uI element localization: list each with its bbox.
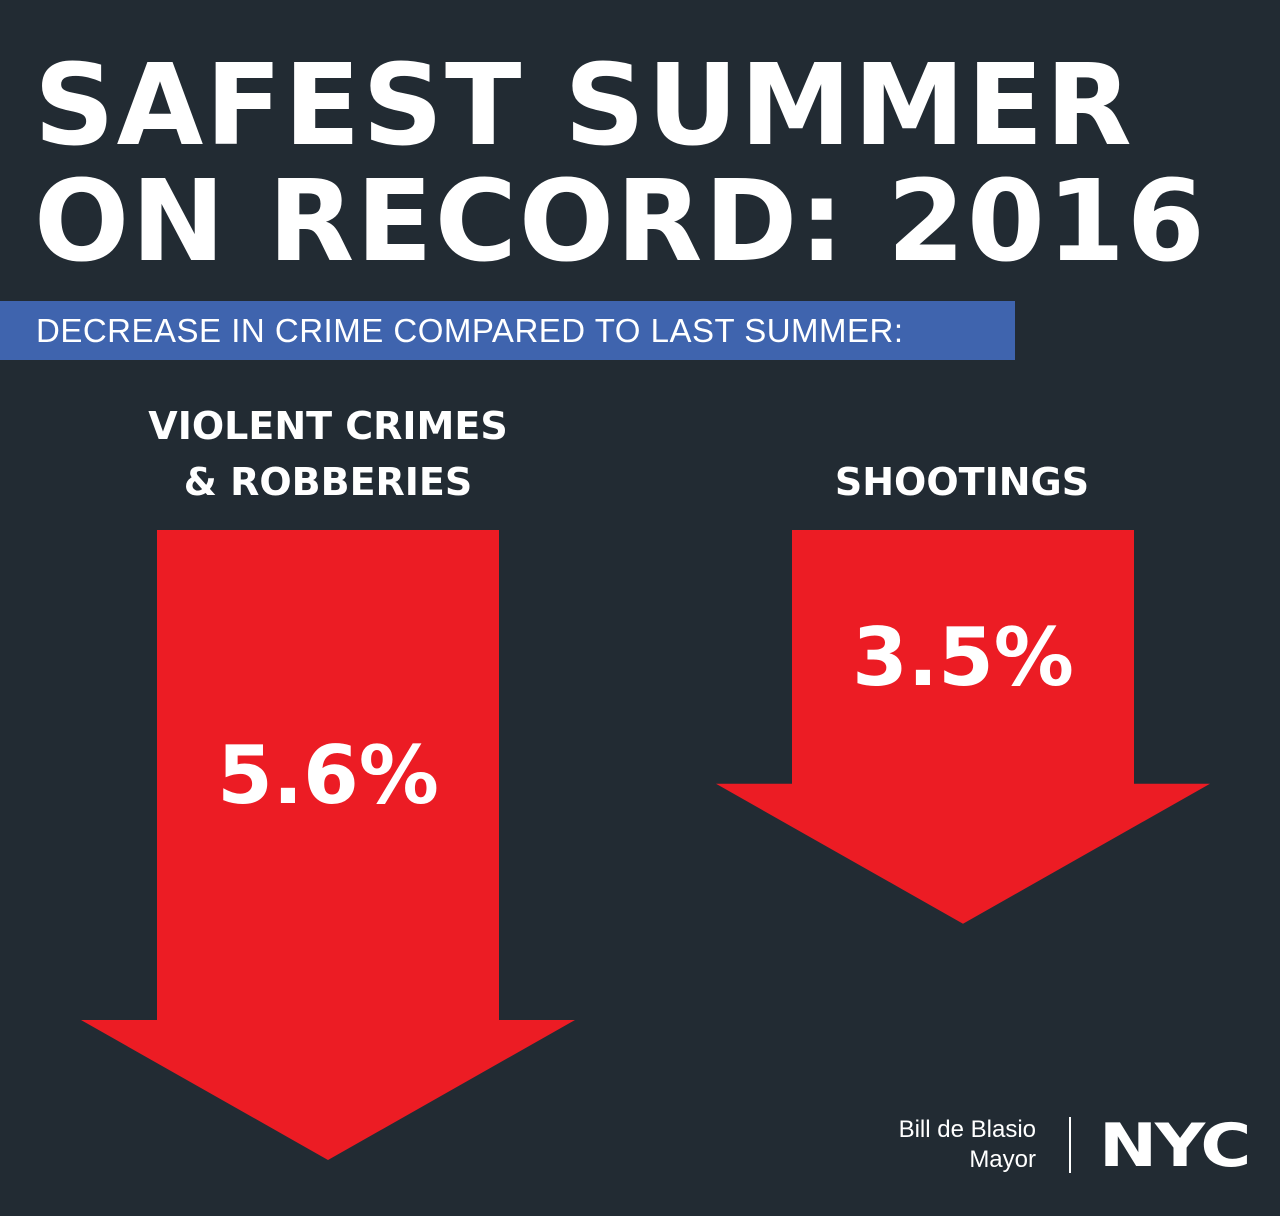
nyc-logo: NYC <box>1098 1111 1251 1181</box>
page-title-line-1: SAFEST SUMMER <box>34 41 1134 171</box>
category-label-shootings: SHOOTINGS <box>722 454 1202 510</box>
arrow-bar-shootings <box>716 530 1210 924</box>
subtitle-bar: DECREASE IN CRIME COMPARED TO LAST SUMME… <box>0 301 1015 360</box>
category-label-violent-crimes: VIOLENT CRIMES & ROBBERIES <box>88 398 568 510</box>
value-label-shootings: 3.5% <box>852 611 1074 704</box>
footer-divider <box>1069 1117 1071 1173</box>
category-label-violent-line-2: & ROBBERIES <box>183 460 473 504</box>
mayor-signature: Bill de Blasio Mayor <box>899 1115 1036 1175</box>
page-title-line-2: ON RECORD: 2016 <box>34 157 1207 287</box>
mayor-name: Bill de Blasio <box>898 1116 1036 1143</box>
category-label-shootings-line-1: SHOOTINGS <box>834 460 1090 504</box>
category-label-violent-line-1: VIOLENT CRIMES <box>148 404 508 448</box>
arrow-bar-violent-crimes-robberies <box>81 530 575 1160</box>
nyc-logo-text: NYC <box>1099 1116 1249 1172</box>
subtitle-text: DECREASE IN CRIME COMPARED TO LAST SUMME… <box>36 312 904 349</box>
mayor-role: Mayor <box>969 1146 1036 1173</box>
value-label-violent-crimes-robberies: 5.6% <box>217 729 439 822</box>
